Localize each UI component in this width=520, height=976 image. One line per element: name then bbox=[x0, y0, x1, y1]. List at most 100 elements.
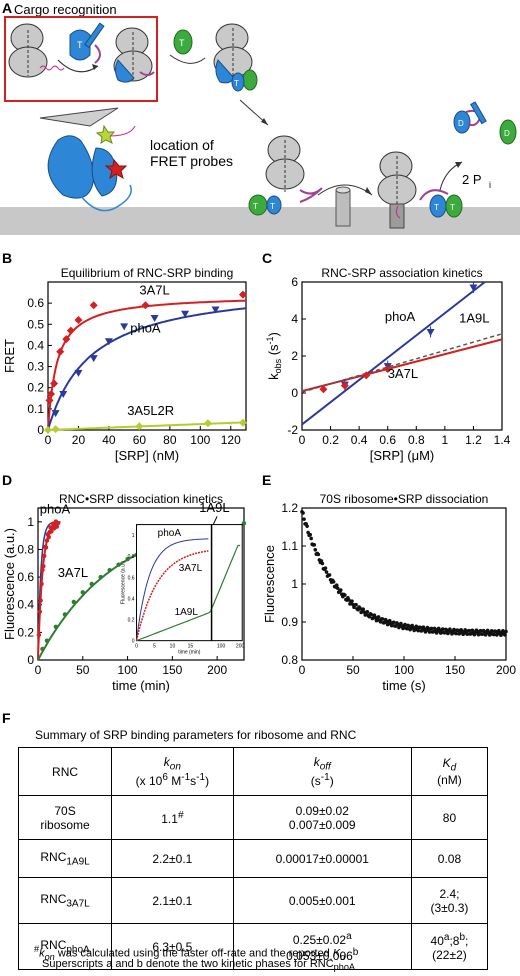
x-tick-label: 1 bbox=[442, 433, 449, 447]
y-tick-label: 0 bbox=[37, 423, 44, 437]
data-point-3A7L bbox=[74, 316, 83, 325]
y-axis-label: Fluorescence bbox=[262, 545, 277, 623]
data-point-3A7L bbox=[46, 534, 51, 540]
t-letter-7: T bbox=[450, 203, 455, 212]
cell-kd: 0.08 bbox=[410, 839, 489, 878]
data-point-70S bbox=[378, 620, 383, 624]
inset-x-tick-label: 15 bbox=[188, 644, 194, 650]
data-point-70S bbox=[465, 632, 470, 637]
panel-b-chart: 0 20 40 60 80 100 120 0 0.1 0.2 0.3 0.4 0.5 0.6 Equili… bbox=[2, 266, 247, 463]
data-point-70S bbox=[452, 627, 456, 632]
plot-frame bbox=[37, 507, 245, 661]
data-point-70S bbox=[443, 630, 447, 635]
series-label-3A7L: 3A7L bbox=[139, 283, 169, 298]
data-point-70S bbox=[308, 532, 312, 537]
data-point-70S bbox=[476, 632, 481, 637]
plot-frame bbox=[301, 507, 507, 661]
cell-rnc: RNC1A9L bbox=[17, 839, 113, 878]
data-point-70S bbox=[358, 606, 362, 611]
inset-y-tick-label: 0.2 bbox=[128, 618, 135, 624]
y-tick-label: 4 bbox=[291, 312, 298, 326]
footnote-2: Superscripts a and b denote the two kine… bbox=[42, 958, 356, 973]
t-letter-1: T bbox=[77, 40, 83, 50]
data-point-70S bbox=[376, 615, 381, 619]
data-point-70S bbox=[369, 612, 374, 617]
x-axis-label: [SRP] (μM) bbox=[370, 448, 435, 463]
binding-parameters-table: RNC kon (x 106 M-1s-1) koff (s-1) Kd (nM… bbox=[17, 747, 489, 970]
data-point-1A9L bbox=[125, 556, 130, 562]
data-point-phoA bbox=[120, 323, 129, 331]
d-letter-2: D bbox=[504, 129, 510, 138]
data-point-70S bbox=[312, 543, 317, 547]
y-tick-label: 0 bbox=[291, 386, 298, 400]
fit-curve-3A5L2R bbox=[47, 421, 247, 431]
series-label-1A9L: 1A9L bbox=[199, 500, 229, 515]
cell-rnc: RNC3A7L bbox=[17, 877, 113, 924]
x-tick-label: 150 bbox=[162, 663, 182, 677]
data-point-70S bbox=[361, 607, 365, 612]
x-tick-label: 40 bbox=[102, 433, 116, 447]
data-point-1A9L bbox=[71, 599, 77, 605]
data-point-70S bbox=[436, 626, 441, 631]
y-tick-label: 0.9 bbox=[281, 615, 298, 629]
x-tick-label: 0 bbox=[35, 663, 42, 677]
y-axis-label: kobs (s-1) bbox=[265, 332, 283, 380]
y-tick-label: 0.8 bbox=[281, 653, 298, 667]
y-tick-label: 0.2 bbox=[27, 381, 44, 395]
data-point-70S bbox=[387, 618, 392, 623]
t-letter-6: T bbox=[434, 203, 439, 212]
ribosome-1 bbox=[8, 23, 65, 78]
y-tick-label: 0.8 bbox=[17, 542, 34, 556]
series-label-1A9L: 1A9L bbox=[459, 311, 489, 326]
data-point-70S bbox=[504, 629, 508, 634]
inset-chart: 0 5 10 15 100 200 0 0.2 0.4 0.6 0.8 1 time (min) Fluo… bbox=[121, 524, 244, 656]
x-tick-label: 100 bbox=[394, 663, 414, 677]
data-point-3A7L bbox=[362, 371, 371, 380]
chart-title: 70S ribosome•SRP dissociation bbox=[320, 492, 489, 506]
pi-text: 2 P bbox=[462, 172, 482, 187]
table-row-1a9l: RNC1A9L 2.2±0.1 0.00017±0.00001 0.08 bbox=[17, 839, 489, 878]
t-letter-3: T bbox=[234, 79, 239, 88]
data-point-1A9L bbox=[40, 646, 45, 652]
inset-y-tick-label: 0.4 bbox=[128, 596, 135, 602]
y-tick-label: 6 bbox=[291, 275, 298, 289]
data-point-phoA bbox=[469, 284, 478, 292]
data-point-70S bbox=[401, 626, 405, 631]
data-point-1A9L bbox=[116, 562, 121, 567]
x-tick-label: 150 bbox=[445, 663, 465, 677]
inset-x-axis-label: time (min) bbox=[178, 650, 201, 656]
chart-title: RNC-SRP association kinetics bbox=[321, 266, 482, 280]
data-point-70S bbox=[427, 630, 432, 634]
data-point-70S bbox=[414, 624, 419, 629]
panel-e-label: E bbox=[262, 472, 272, 488]
data-point-3A7L bbox=[62, 335, 71, 344]
y-tick-label: 0 bbox=[27, 653, 34, 667]
y-tick-label: 0.3 bbox=[27, 360, 44, 374]
header-kd: Kd (nM) bbox=[410, 747, 489, 796]
y-tick-label: 1.1 bbox=[281, 539, 298, 553]
data-point-3A7L bbox=[238, 290, 247, 299]
y-tick-label: 2 bbox=[291, 349, 298, 363]
series-label-phoA: phoA bbox=[40, 502, 71, 517]
inset-curve-phoA bbox=[136, 538, 209, 641]
data-point-3A5L2R bbox=[135, 422, 144, 431]
ribosome-3 bbox=[213, 23, 258, 92]
data-point-3A7L bbox=[42, 553, 47, 559]
t-letter-2: T bbox=[179, 38, 185, 48]
x-tick-label: 0.2 bbox=[322, 433, 339, 447]
translocon bbox=[335, 189, 351, 227]
x-tick-label: 60 bbox=[133, 433, 147, 447]
data-point-70S bbox=[316, 552, 321, 557]
x-tick-label: 100 bbox=[118, 663, 138, 677]
cell-rnc: 70S ribosome bbox=[17, 795, 113, 840]
probe-text-2: FRET probes bbox=[150, 153, 233, 169]
ribosome-5 bbox=[377, 151, 417, 229]
data-point-70S bbox=[450, 632, 454, 636]
inset-x-tick-label: 0 bbox=[135, 644, 138, 650]
data-point-3A7L bbox=[66, 326, 75, 335]
data-point-1A9L bbox=[241, 521, 247, 526]
data-point-70S bbox=[405, 626, 409, 631]
data-point-phoA bbox=[74, 369, 83, 377]
plot-frame bbox=[47, 281, 247, 431]
